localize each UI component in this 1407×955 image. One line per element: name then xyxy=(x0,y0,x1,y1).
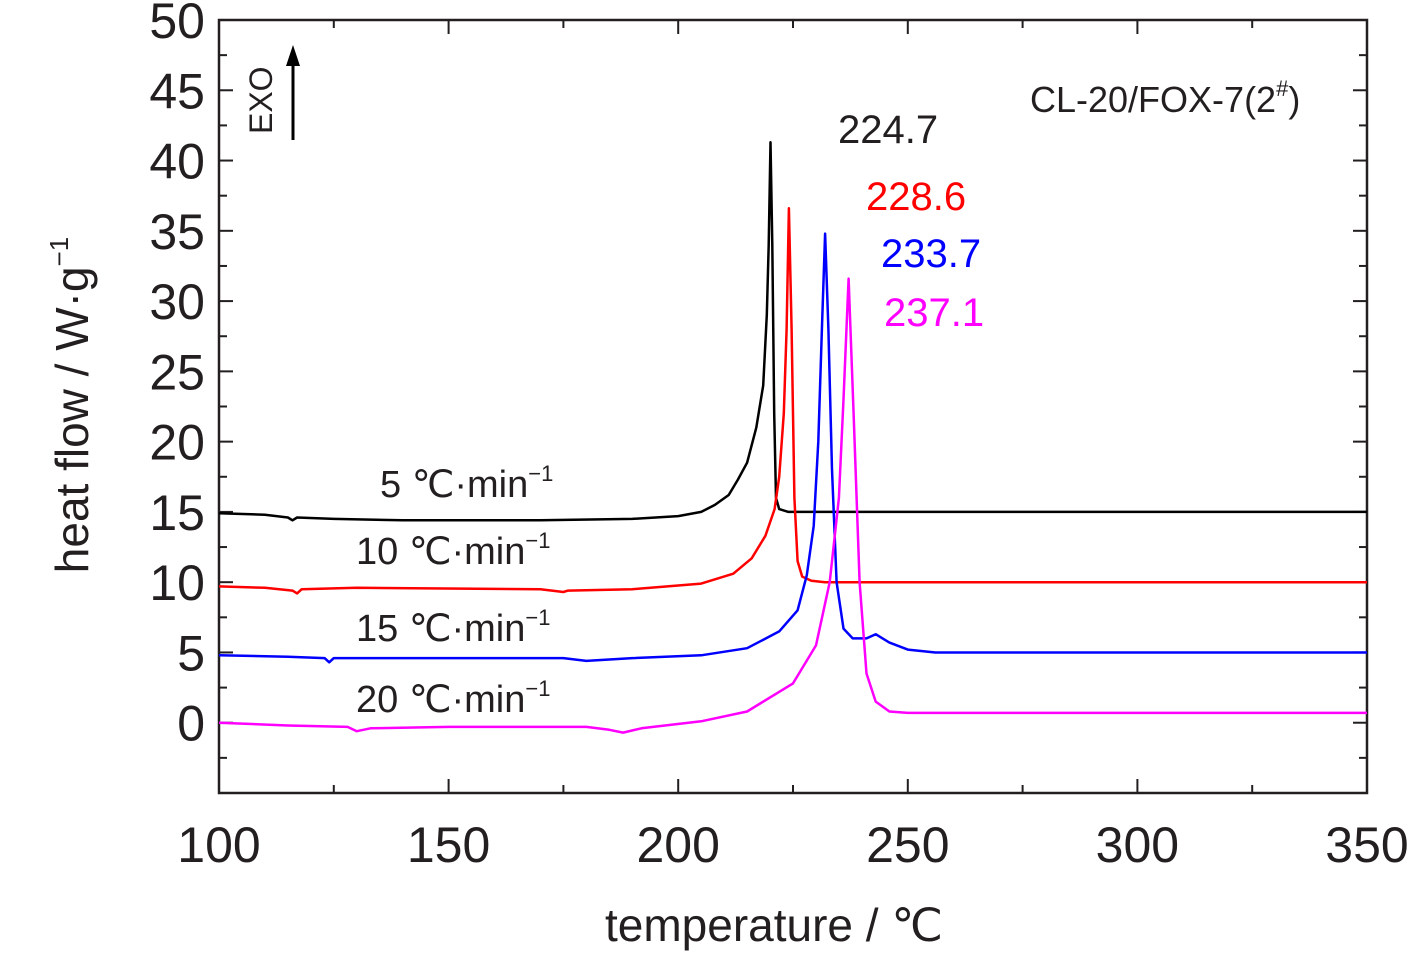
y-axis-title-superscript: −1 xyxy=(44,237,74,267)
y-tick-label: 25 xyxy=(149,344,205,400)
x-tick-label: 200 xyxy=(636,817,719,873)
y-axis-title-main: heat flow / W·g xyxy=(46,266,98,573)
x-tick-label: 300 xyxy=(1096,817,1179,873)
peak-label-5: 224.7 xyxy=(838,108,938,152)
y-tick-label: 20 xyxy=(149,415,205,471)
rate-label-10-superscript: −1 xyxy=(525,528,550,553)
peak-label-10: 228.6 xyxy=(866,175,966,219)
rate-label-10: 10 ℃·min−1 xyxy=(356,528,550,573)
series-line-3 xyxy=(218,232,1367,664)
rate-label-15-text: 15 ℃·min xyxy=(356,608,525,650)
rate-label-20: 20 ℃·min−1 xyxy=(356,676,550,721)
rate-label-15: 15 ℃·min−1 xyxy=(356,605,550,650)
exo-indicator: EXO xyxy=(243,45,300,140)
y-tick-label: 35 xyxy=(149,204,205,260)
y-tick-label: 5 xyxy=(177,625,205,681)
y-tick-label: 30 xyxy=(149,274,205,330)
peak-label-15: 233.7 xyxy=(881,232,981,276)
rate-label-10-text: 10 ℃·min xyxy=(356,531,525,573)
series-line-1 xyxy=(218,141,1367,522)
exo-label: EXO xyxy=(243,66,279,134)
rate-label-20-superscript: −1 xyxy=(525,676,550,701)
series-layer xyxy=(218,141,1367,734)
x-tick-label: 150 xyxy=(407,817,490,873)
sample-label-main: CL-20/FOX-7(2 xyxy=(1030,79,1276,120)
y-tick-label: 45 xyxy=(149,63,205,119)
series-line-4 xyxy=(218,277,1367,734)
peak-labels: 224.7 228.6 233.7 237.1 xyxy=(838,108,984,335)
rate-labels: 5 ℃·min−1 10 ℃·min−1 15 ℃·min−1 20 ℃·min… xyxy=(356,461,553,721)
rate-label-5-superscript: −1 xyxy=(528,461,553,486)
rate-label-15-superscript: −1 xyxy=(525,605,550,630)
x-axis-title: temperature / ℃ xyxy=(605,899,943,951)
x-tick-label: 350 xyxy=(1325,817,1407,873)
y-tick-label: 50 xyxy=(149,0,205,49)
sample-label-superscript: # xyxy=(1276,76,1289,101)
series-line-2 xyxy=(218,207,1367,595)
rate-label-20-text: 20 ℃·min xyxy=(356,679,525,721)
y-axis-title: heat flow / W·g−1 xyxy=(44,237,98,573)
x-tick-label: 250 xyxy=(866,817,949,873)
exo-arrow-icon xyxy=(286,45,300,66)
y-tick-label: 0 xyxy=(177,696,205,752)
x-tick-label: 100 xyxy=(177,817,260,873)
y-tick-label: 15 xyxy=(149,485,205,541)
sample-label-end: ) xyxy=(1288,79,1300,120)
peak-label-20: 237.1 xyxy=(884,291,984,335)
rate-label-5-text: 5 ℃·min xyxy=(380,464,528,506)
y-tick-label: 40 xyxy=(149,134,205,190)
rate-label-5: 5 ℃·min−1 xyxy=(380,461,553,506)
sample-label: CL-20/FOX-7(2#) xyxy=(1030,76,1300,120)
y-tick-label: 10 xyxy=(149,555,205,611)
y-axis-ticks: 0 5 10 15 20 25 30 35 40 45 50 xyxy=(149,0,1367,794)
x-axis-ticks: 100 150 200 250 300 350 xyxy=(177,20,1407,873)
